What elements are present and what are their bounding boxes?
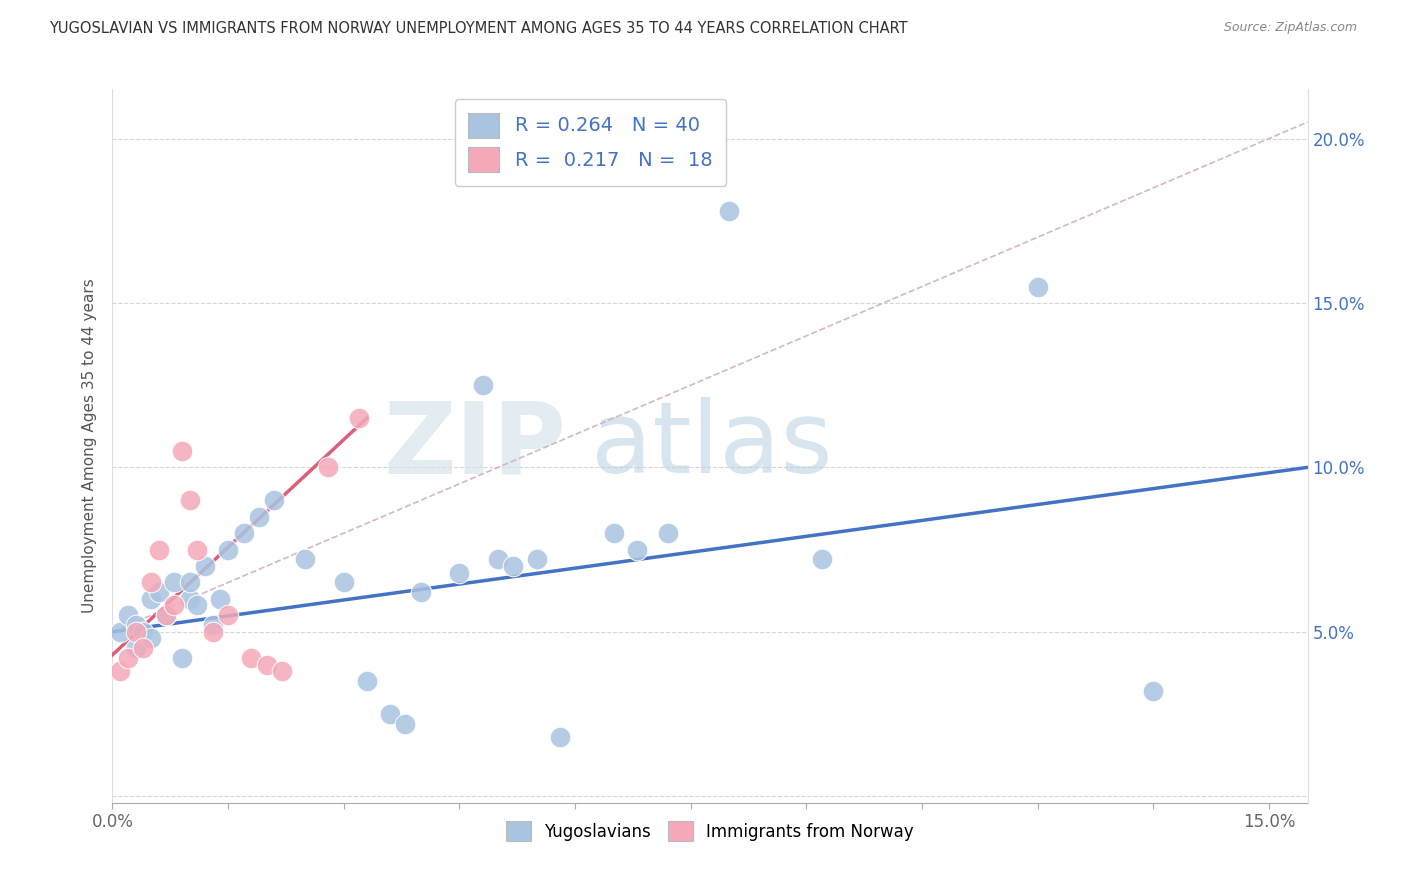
Y-axis label: Unemployment Among Ages 35 to 44 years: Unemployment Among Ages 35 to 44 years <box>82 278 97 614</box>
Point <box>201 624 224 639</box>
Point <box>124 618 146 632</box>
Legend: Yugoslavians, Immigrants from Norway: Yugoslavians, Immigrants from Norway <box>499 814 921 848</box>
Point <box>626 542 648 557</box>
Point <box>247 509 270 524</box>
Point <box>179 575 201 590</box>
Point <box>132 641 155 656</box>
Point <box>1142 684 1164 698</box>
Point <box>271 665 294 679</box>
Point <box>263 493 285 508</box>
Point <box>471 378 494 392</box>
Point <box>718 203 741 218</box>
Text: atlas: atlas <box>591 398 832 494</box>
Point <box>232 526 254 541</box>
Point <box>124 641 146 656</box>
Point <box>155 608 177 623</box>
Point <box>217 608 239 623</box>
Point <box>486 552 509 566</box>
Point <box>657 526 679 541</box>
Point <box>602 526 624 541</box>
Point <box>318 460 340 475</box>
Point <box>179 591 201 606</box>
Point <box>294 552 316 566</box>
Point <box>217 542 239 557</box>
Point <box>256 657 278 672</box>
Point <box>124 624 146 639</box>
Point <box>108 665 131 679</box>
Point <box>240 651 263 665</box>
Point <box>378 706 401 721</box>
Point <box>179 493 201 508</box>
Point <box>155 608 177 623</box>
Point <box>117 651 139 665</box>
Point <box>356 674 378 689</box>
Point <box>186 599 208 613</box>
Point <box>148 542 170 557</box>
Point <box>139 591 162 606</box>
Point <box>394 717 416 731</box>
Point <box>108 624 131 639</box>
Point <box>194 559 217 574</box>
Point <box>139 632 162 646</box>
Point <box>502 559 524 574</box>
Point <box>1026 279 1049 293</box>
Point <box>170 651 193 665</box>
Point <box>163 575 186 590</box>
Point <box>148 585 170 599</box>
Point <box>409 585 432 599</box>
Point <box>333 575 356 590</box>
Point <box>170 444 193 458</box>
Point <box>449 566 471 580</box>
Point <box>209 591 232 606</box>
Text: ZIP: ZIP <box>384 398 567 494</box>
Point <box>186 542 208 557</box>
Point <box>526 552 548 566</box>
Point <box>139 575 162 590</box>
Point <box>548 730 571 744</box>
Point <box>132 624 155 639</box>
Point <box>347 411 370 425</box>
Point <box>163 599 186 613</box>
Text: Source: ZipAtlas.com: Source: ZipAtlas.com <box>1223 21 1357 34</box>
Text: YUGOSLAVIAN VS IMMIGRANTS FROM NORWAY UNEMPLOYMENT AMONG AGES 35 TO 44 YEARS COR: YUGOSLAVIAN VS IMMIGRANTS FROM NORWAY UN… <box>49 21 908 36</box>
Point <box>201 618 224 632</box>
Point <box>117 608 139 623</box>
Point <box>811 552 834 566</box>
